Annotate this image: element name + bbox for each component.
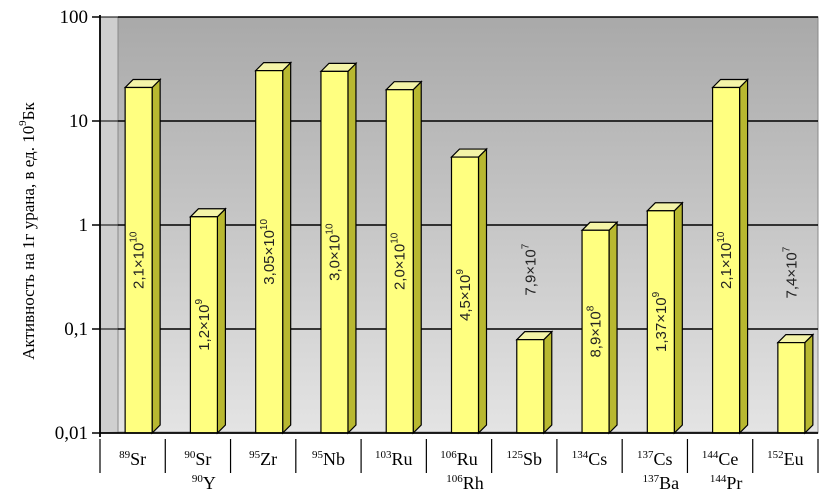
x-tick-label: 106Rh [446, 473, 484, 493]
bar-front [711, 86, 741, 434]
x-tick-label: 95Zr [249, 449, 277, 469]
bar [384, 80, 423, 435]
data-label: 4,5×109 [455, 269, 474, 321]
data-label: 2,1×1010 [716, 231, 735, 289]
bar [776, 333, 815, 435]
data-label: 1,37×109 [651, 291, 670, 352]
bar-front [581, 229, 610, 434]
data-label: 3,0×1010 [324, 223, 343, 281]
bar-side [804, 333, 814, 435]
data-label: 2,0×1010 [390, 232, 409, 290]
x-tick-label: 90Y [192, 473, 216, 493]
bar [123, 78, 162, 435]
y-tick-label: 10 [69, 111, 88, 132]
bar [580, 220, 619, 435]
x-tick-label: 125Sb [507, 449, 543, 469]
bar-front [320, 70, 349, 434]
bar-side [412, 80, 422, 435]
bar-side [151, 78, 161, 435]
x-tick-label: 106Ru [440, 449, 478, 469]
x-tick-label: 103Ru [375, 449, 413, 469]
x-tick-label: 137Cs [637, 449, 673, 469]
bar-side [282, 61, 292, 435]
y-tick-label: 0,01 [55, 423, 88, 444]
bar [188, 207, 227, 435]
data-label: 1,2×109 [194, 299, 213, 351]
data-label: 7,9×107 [520, 243, 539, 295]
x-tick-label: 144Ce [702, 449, 739, 469]
bar-front [255, 70, 284, 434]
y-tick-label: 0,1 [64, 319, 88, 340]
bar-front [516, 339, 545, 434]
bar-front [189, 216, 219, 434]
bar-side [673, 201, 683, 435]
bar-side [477, 147, 488, 435]
x-tick-label: 90Sr [184, 449, 211, 469]
bar-side [216, 207, 227, 435]
bar [711, 78, 750, 435]
bar-side [738, 78, 749, 435]
y-tick-label: 100 [60, 7, 89, 28]
data-label: 3,05×1010 [259, 218, 278, 284]
x-tick-label: 134Cs [572, 449, 608, 469]
x-tick-label: 152Eu [767, 449, 804, 469]
bar-front [777, 341, 806, 434]
data-label: 8,9×108 [586, 305, 605, 357]
bar-side [543, 330, 553, 435]
bar [515, 330, 554, 435]
y-axis-title: Активность на 1г урана, в ед. 109Бк [17, 102, 38, 360]
data-label: 2,1×1010 [129, 231, 148, 289]
x-tick-label: 89Sr [119, 449, 146, 469]
bar [254, 61, 293, 435]
bar [645, 201, 684, 435]
bar-side [608, 220, 618, 435]
data-label: 7,4×107 [781, 246, 800, 298]
x-tick-label: 144Pr [710, 473, 743, 493]
bar-side [347, 61, 357, 435]
x-tick-label: 137Ba [643, 473, 680, 493]
x-tick-label: 95Nb [312, 449, 345, 469]
bar-front [646, 210, 675, 434]
bar [319, 61, 358, 435]
y-tick-label: 1 [79, 215, 89, 236]
